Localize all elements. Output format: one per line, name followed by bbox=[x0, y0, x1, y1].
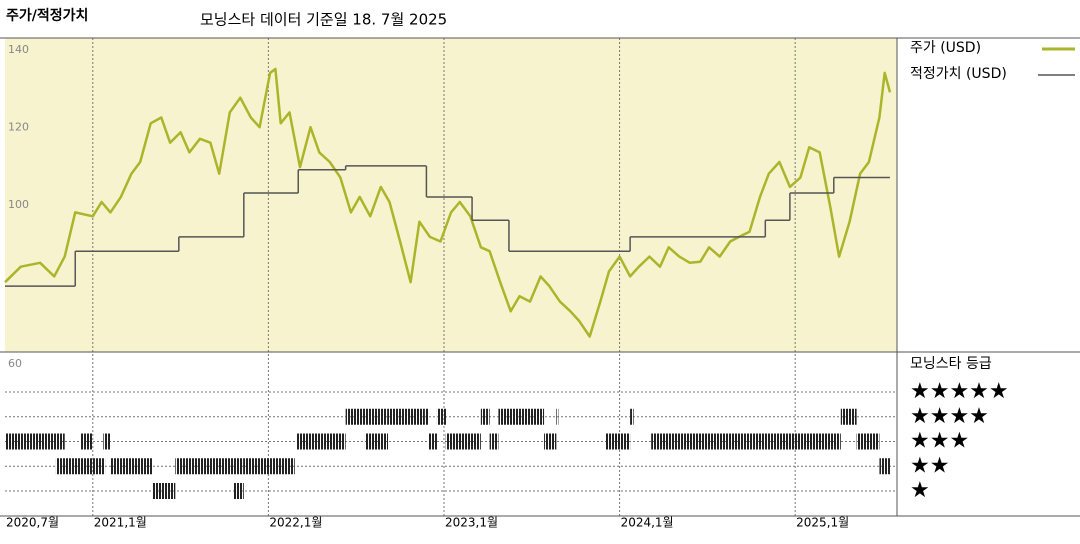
rating-bar bbox=[296, 433, 346, 450]
rating-bar bbox=[59, 458, 69, 475]
rating-bar bbox=[443, 408, 446, 425]
rating-bar bbox=[480, 408, 487, 425]
rating-bar bbox=[87, 458, 95, 475]
rating-bar bbox=[436, 408, 444, 425]
x-tick-label: 2024,1월 bbox=[621, 516, 674, 530]
rating-bar bbox=[68, 458, 88, 475]
rating-legend: ★★★★★ bbox=[910, 379, 1009, 404]
x-tick-label: 2020,7월 bbox=[6, 516, 59, 530]
panel-title: 주가/적정가치 bbox=[6, 7, 88, 24]
rating-bar bbox=[364, 433, 387, 450]
y-tick-label: 120 bbox=[8, 120, 29, 133]
rating-bar bbox=[110, 458, 153, 475]
rating-legend: ★★ bbox=[910, 453, 949, 478]
plot-background bbox=[5, 38, 897, 352]
rating-bar bbox=[55, 458, 60, 475]
y-tick-label: 100 bbox=[8, 198, 29, 211]
rating-bar bbox=[424, 408, 429, 425]
rating-bar bbox=[540, 408, 545, 425]
rating-bar bbox=[556, 408, 559, 425]
rating-bar bbox=[840, 408, 857, 425]
price-line bbox=[4, 67, 892, 338]
rating-bar bbox=[428, 433, 437, 450]
rating-bar bbox=[387, 408, 425, 425]
rating-bar bbox=[94, 458, 106, 475]
rating-bar bbox=[345, 408, 369, 425]
rating-bar bbox=[368, 408, 388, 425]
legend-label: 적정가치 (USD) bbox=[910, 66, 1007, 82]
rating-bar bbox=[498, 408, 541, 425]
rating-bar bbox=[856, 433, 880, 450]
date-note: 모닝스타 데이터 기준일 18. 7월 2025 bbox=[200, 11, 447, 29]
rating-legend: ★★★★ bbox=[910, 404, 989, 429]
rating-legend: ★ bbox=[910, 478, 930, 503]
rating-bar bbox=[80, 433, 93, 450]
rating-bar bbox=[879, 458, 890, 475]
rating-bar bbox=[489, 433, 499, 450]
x-tick-label: 2025,1월 bbox=[796, 516, 849, 530]
rating-bar bbox=[544, 433, 557, 450]
rating-title: 모닝스타 등급 bbox=[910, 356, 992, 372]
y-tick-label: 140 bbox=[8, 43, 29, 56]
rating-bar bbox=[386, 433, 389, 450]
rating-bar bbox=[233, 483, 244, 499]
rating-legend: ★★★ bbox=[910, 429, 969, 454]
rating-bar bbox=[236, 458, 244, 475]
rating-bar bbox=[445, 433, 481, 450]
rating-bar bbox=[486, 408, 490, 425]
rating-bar bbox=[152, 483, 176, 499]
rating-bar bbox=[630, 408, 634, 425]
rating-bar bbox=[605, 433, 631, 450]
rating-corner-label: 60 bbox=[8, 357, 22, 370]
rating-bar bbox=[103, 433, 111, 450]
rating-bar bbox=[175, 458, 237, 475]
rating-bar bbox=[651, 433, 841, 450]
legend-label: 주가 (USD) bbox=[910, 40, 981, 56]
rating-bar bbox=[5, 433, 65, 450]
x-tick-label: 2022,1월 bbox=[269, 516, 322, 530]
rating-bar bbox=[243, 458, 295, 475]
x-tick-label: 2021,1월 bbox=[94, 516, 147, 530]
x-tick-label: 2023,1월 bbox=[445, 516, 498, 530]
